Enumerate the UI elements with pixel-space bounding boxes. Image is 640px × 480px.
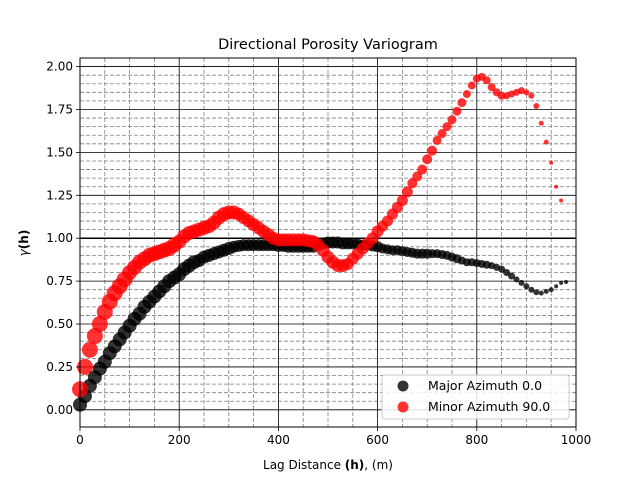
data-point (457, 98, 467, 108)
x-tick-label: 400 (267, 433, 290, 447)
y-tick-label: 1.25 (46, 188, 73, 202)
legend-marker-major (397, 380, 409, 392)
data-point (559, 198, 564, 203)
data-point (528, 92, 535, 99)
y-tick-label: 0.75 (46, 274, 73, 288)
x-axis-label: Lag Distance (h), (m) (263, 458, 393, 472)
data-point (482, 76, 491, 85)
series-minor (72, 72, 564, 398)
legend-marker-minor (397, 401, 409, 413)
data-point (513, 276, 520, 283)
y-tick-label: 0.50 (46, 317, 73, 331)
data-point (396, 194, 408, 206)
data-point (422, 154, 433, 165)
data-point (554, 284, 559, 289)
data-point (518, 279, 525, 286)
y-tick-label: 1.00 (46, 231, 73, 245)
y-tick-label: 0.00 (46, 403, 73, 417)
data-point (91, 316, 108, 333)
x-tick-label: 1000 (561, 433, 592, 447)
data-point (523, 89, 530, 96)
data-point (498, 265, 506, 273)
data-point (543, 139, 549, 145)
data-point (559, 280, 564, 285)
y-tick-label: 0.25 (46, 360, 73, 374)
data-point (497, 91, 506, 100)
series-points (72, 72, 569, 412)
data-point (81, 341, 98, 358)
data-point (503, 269, 511, 277)
x-tick-label: 200 (168, 433, 191, 447)
data-point (549, 160, 554, 165)
data-point (533, 103, 540, 110)
chart-title: Directional Porosity Variogram (218, 37, 438, 53)
data-point (462, 90, 471, 99)
y-tick-label: 1.75 (46, 102, 73, 116)
data-point (442, 122, 452, 132)
data-point (432, 135, 442, 145)
data-point (508, 272, 516, 280)
y-tick-label: 2.00 (46, 60, 73, 74)
data-point (417, 164, 428, 175)
data-point (487, 83, 496, 92)
data-point (452, 106, 462, 116)
data-point (543, 288, 549, 294)
legend-label-minor: Minor Azimuth 90.0 (428, 399, 550, 414)
data-point (427, 145, 438, 156)
data-point (447, 115, 457, 125)
data-point (412, 171, 423, 182)
data-point (437, 129, 447, 139)
data-point (533, 289, 540, 296)
y-axis-ticks: 0.00 0.25 0.50 0.75 1.00 1.25 1.50 1.75 2.00 (46, 60, 80, 417)
data-point (86, 328, 103, 345)
y-axis-label: γ(h) (17, 230, 31, 257)
data-point (548, 287, 554, 293)
data-point (538, 120, 544, 126)
data-point (407, 178, 418, 189)
legend-box (381, 374, 570, 420)
data-point (554, 184, 559, 189)
y-tick-label: 1.50 (46, 145, 73, 159)
data-point (76, 358, 93, 375)
x-tick-label: 0 (76, 433, 84, 447)
plot-frame (79, 57, 577, 428)
x-tick-label: 800 (465, 433, 488, 447)
data-point (467, 81, 476, 90)
legend-label-major: Major Azimuth 0.0 (428, 378, 542, 393)
data-point (517, 87, 525, 95)
data-point (523, 283, 530, 290)
data-point (528, 286, 535, 293)
data-point (401, 186, 413, 198)
data-point (564, 279, 569, 284)
x-tick-label: 600 (366, 433, 389, 447)
x-axis-ticks: 0 200 400 600 800 1000 (76, 427, 591, 447)
data-point (538, 290, 544, 296)
legend: Major Azimuth 0.0 Minor Azimuth 90.0 (381, 374, 570, 420)
